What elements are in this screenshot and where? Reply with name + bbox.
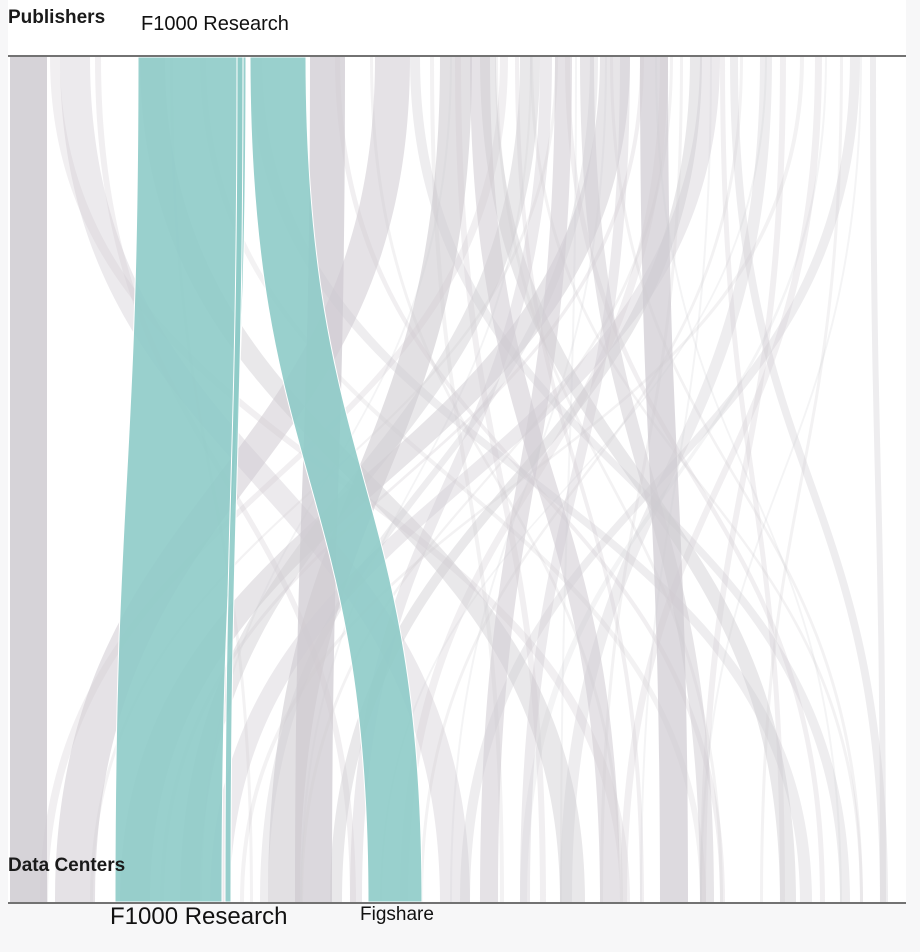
muted-flow-0[interactable] bbox=[10, 57, 47, 902]
muted-flow-55[interactable] bbox=[640, 57, 712, 902]
muted-flow-12[interactable] bbox=[480, 57, 796, 902]
muted-flow-24[interactable] bbox=[260, 57, 598, 902]
muted-flow-16[interactable] bbox=[560, 57, 772, 902]
muted-flow-54[interactable] bbox=[450, 57, 607, 902]
muted-flow-35[interactable] bbox=[515, 57, 644, 902]
flow-f1000-sliver[interactable] bbox=[224, 56, 244, 903]
muted-flow-27[interactable] bbox=[700, 57, 786, 902]
top-node-label-f1000[interactable]: F1000 Research bbox=[141, 13, 289, 35]
muted-flow-42[interactable] bbox=[610, 57, 863, 902]
flow-f1000-to-figshare[interactable] bbox=[249, 56, 423, 903]
muted-flow-34[interactable] bbox=[720, 57, 785, 902]
muted-flow-37[interactable] bbox=[240, 57, 804, 902]
bottom-axis-title: Data Centers bbox=[8, 855, 126, 876]
muted-flow-17[interactable] bbox=[350, 57, 552, 902]
top-axis-title: Publishers bbox=[8, 7, 106, 28]
muted-flow-14[interactable] bbox=[330, 57, 702, 902]
muted-flow-13[interactable] bbox=[250, 57, 812, 902]
muted-flow-51[interactable] bbox=[380, 57, 767, 902]
muted-flow-57[interactable] bbox=[700, 57, 862, 902]
muted-flow-52[interactable] bbox=[520, 57, 827, 902]
muted-flow-15[interactable] bbox=[580, 57, 714, 902]
muted-flow-23[interactable] bbox=[620, 57, 822, 902]
muted-flow-47[interactable] bbox=[300, 57, 673, 902]
muted-flow-31[interactable] bbox=[455, 57, 546, 902]
muted-flow-4[interactable] bbox=[470, 57, 620, 902]
muted-flow-38[interactable] bbox=[430, 57, 504, 902]
muted-flow-8[interactable] bbox=[60, 57, 470, 902]
muted-flow-30[interactable] bbox=[870, 57, 886, 902]
muted-flow-5[interactable] bbox=[120, 57, 630, 902]
bottom-node-label-f1000[interactable]: F1000 Research bbox=[110, 903, 288, 930]
muted-flow-20[interactable] bbox=[410, 57, 850, 902]
muted-flow-40[interactable] bbox=[420, 57, 743, 902]
muted-flow-32[interactable] bbox=[565, 57, 825, 902]
muted-flow-56[interactable] bbox=[300, 57, 532, 902]
muted-flow-36[interactable] bbox=[160, 57, 644, 902]
bottom-node-label-figshare[interactable]: Figshare bbox=[360, 904, 434, 925]
muted-flow-10[interactable] bbox=[480, 57, 572, 902]
muted-flow-48[interactable] bbox=[530, 57, 863, 902]
muted-flow-21[interactable] bbox=[520, 57, 630, 902]
muted-flow-50[interactable] bbox=[560, 57, 577, 902]
muted-flow-25[interactable] bbox=[40, 57, 508, 902]
muted-flow-53[interactable] bbox=[655, 57, 842, 902]
muted-flow-11[interactable] bbox=[210, 57, 720, 902]
muted-flow-45[interactable] bbox=[370, 57, 623, 902]
muted-flow-19[interactable] bbox=[460, 57, 860, 902]
muted-flow-43[interactable] bbox=[760, 57, 843, 902]
muted-flow-39[interactable] bbox=[600, 57, 683, 902]
muted-flow-22[interactable] bbox=[730, 57, 888, 902]
highlighted-flow-group bbox=[114, 56, 423, 903]
muted-flow-46[interactable] bbox=[495, 57, 723, 902]
muted-flow-29[interactable] bbox=[200, 57, 706, 902]
muted-flow-6[interactable] bbox=[640, 57, 688, 902]
muted-flow-26[interactable] bbox=[400, 57, 668, 902]
muted-flow-33[interactable] bbox=[335, 57, 725, 902]
